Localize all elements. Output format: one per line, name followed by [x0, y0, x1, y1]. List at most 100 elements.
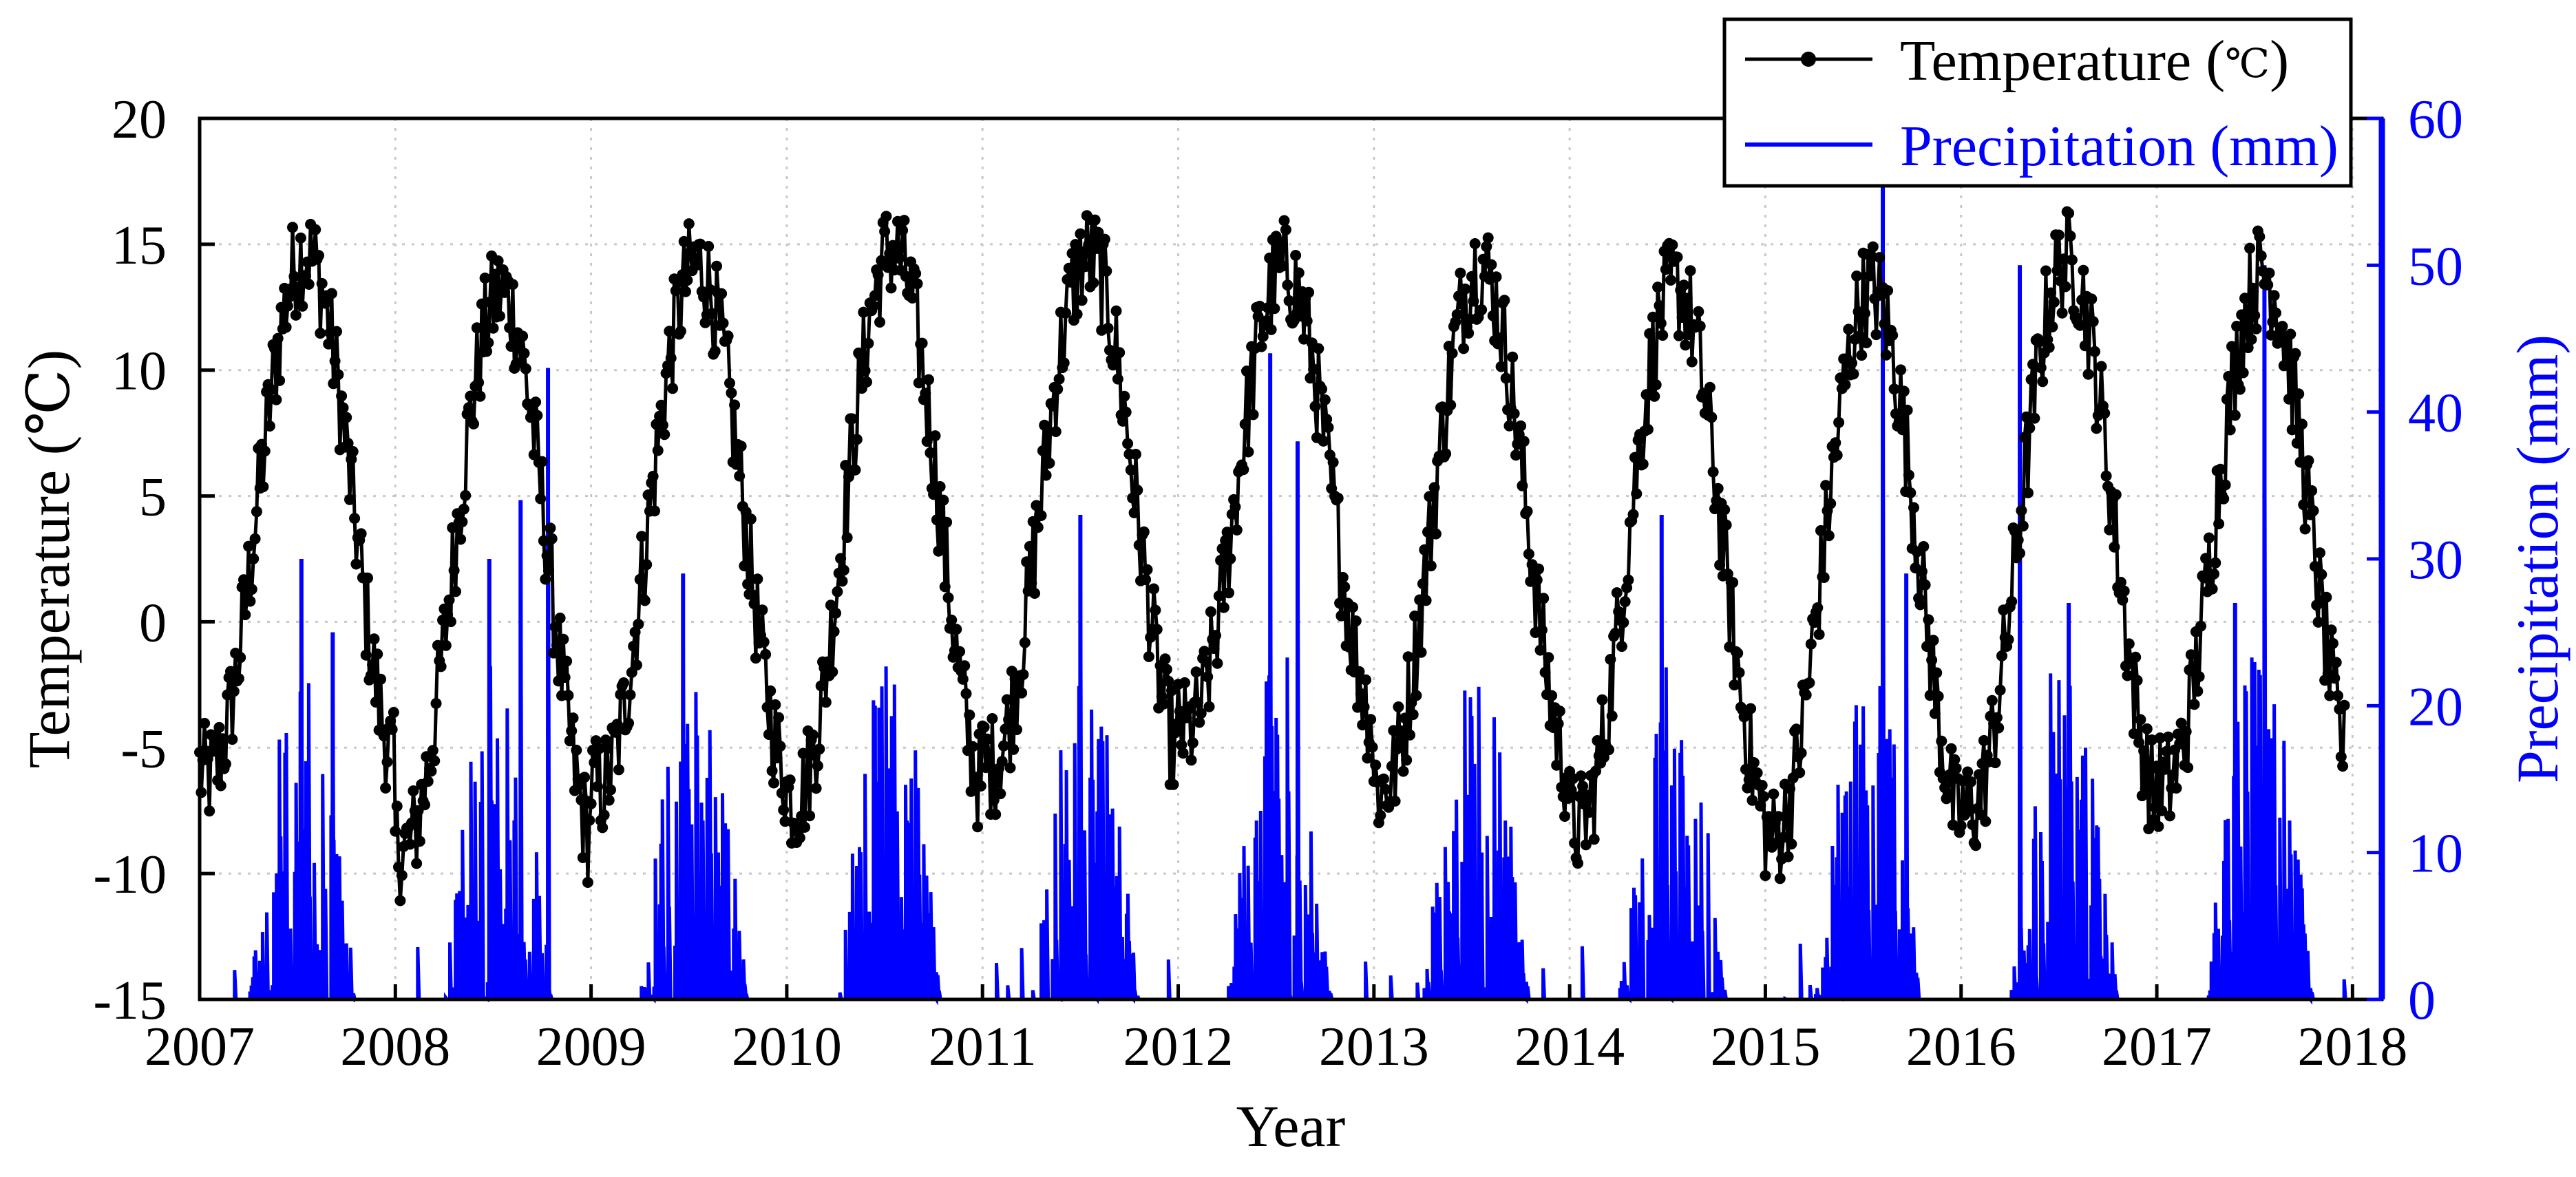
temperature-point — [1419, 544, 1430, 555]
temperature-point — [1665, 275, 1676, 286]
temperature-point — [2095, 361, 2107, 372]
temperature-point — [1122, 438, 1134, 449]
temperature-point — [463, 402, 474, 414]
temperature-point — [455, 533, 467, 545]
temperature-point — [2270, 307, 2281, 319]
temperature-point — [1265, 324, 1277, 335]
temperature-point — [1908, 502, 1919, 513]
temperature-point — [711, 260, 722, 272]
temperature-point — [1533, 563, 1545, 575]
temperature-point — [2086, 293, 2098, 305]
temperature-point — [1569, 837, 1581, 849]
temperature-point — [2198, 572, 2210, 584]
temperature-point — [375, 673, 386, 685]
temperature-point — [1970, 840, 1982, 851]
temperature-point — [779, 816, 791, 827]
temperature-point — [204, 805, 215, 817]
temperature-point — [1808, 617, 1820, 628]
temperature-point — [579, 772, 591, 783]
temperature-point — [2029, 412, 2040, 424]
temperature-point — [2079, 340, 2091, 352]
temperature-point — [1058, 357, 1070, 369]
temperature-point — [934, 481, 946, 492]
temperature-point — [251, 506, 262, 518]
temperature-point — [360, 649, 372, 661]
temperature-point — [1404, 729, 1415, 741]
temperature-point — [1606, 710, 1618, 722]
temperature-point — [1864, 270, 1876, 282]
temperature-point — [2177, 739, 2188, 750]
temperature-point — [1308, 363, 1320, 375]
temperature-point — [1130, 449, 1141, 460]
right-y-axis-ticks: 60 50 40 30 20 10 0 — [2367, 89, 2463, 1031]
temperature-point — [1468, 295, 1479, 307]
temperature-point — [1967, 819, 1978, 831]
temperature-point — [1169, 727, 1181, 739]
temperature-point — [362, 572, 373, 584]
temperature-point — [1360, 674, 1371, 686]
temperature-point — [814, 743, 825, 755]
temperature-point — [2218, 493, 2230, 505]
x-tick-label: 2018 — [2297, 1017, 2407, 1077]
temperature-point — [1495, 361, 1507, 372]
temperature-point — [1132, 485, 1143, 496]
temperature-point — [703, 241, 715, 252]
temperature-point — [766, 765, 778, 776]
temperature-point — [217, 733, 229, 745]
temperature-point — [316, 277, 328, 289]
temperature-point — [1704, 381, 1715, 393]
temperature-point — [1733, 667, 1745, 679]
temperature-point — [2290, 348, 2301, 359]
temperature-point — [1758, 791, 1770, 803]
temperature-point — [1417, 578, 1428, 590]
temperature-point — [406, 817, 417, 829]
temperature-point — [2153, 820, 2164, 832]
temperature-point — [1205, 606, 1216, 617]
temperature-point — [2228, 342, 2239, 354]
x-tick-label: 2016 — [1906, 1017, 2016, 1077]
temperature-point — [1559, 811, 1570, 822]
temperature-point — [1611, 587, 1623, 599]
temperature-point — [577, 852, 589, 863]
temperature-point — [328, 378, 339, 390]
temperature-point — [2082, 368, 2094, 380]
temperature-point — [1179, 677, 1190, 688]
temperature-point — [1644, 328, 1656, 339]
temperature-point — [1805, 638, 1817, 650]
temperature-point — [1190, 666, 1202, 678]
temperature-point — [1358, 701, 1370, 713]
temperature-point — [391, 800, 403, 812]
temperature-point — [1463, 328, 1475, 339]
temperature-point — [1897, 424, 1908, 436]
legend: Temperature (℃) Precipitation (mm) — [1722, 17, 2353, 188]
temperature-point — [1825, 498, 1837, 509]
temperature-point — [1994, 684, 2006, 696]
temperature-point — [894, 253, 905, 264]
temperature-point — [605, 784, 616, 796]
temperature-point — [1158, 698, 1170, 710]
temperature-point — [2051, 264, 2063, 276]
temperature-point — [1768, 788, 1780, 800]
temperature-point — [1931, 667, 1943, 679]
right-y-tick-label: 50 — [2408, 236, 2463, 297]
temperature-point — [483, 337, 494, 348]
temperature-point — [365, 670, 377, 681]
temperature-point — [2143, 823, 2155, 835]
temperature-point — [1919, 579, 1931, 591]
temperature-point — [199, 717, 211, 729]
temperature-point — [2296, 418, 2308, 430]
temperature-point — [1141, 564, 1153, 575]
temperature-point — [1335, 610, 1347, 622]
temperature-point — [1458, 343, 1470, 354]
temperature-point — [1551, 759, 1563, 771]
temperature-point — [1556, 781, 1567, 793]
temperature-point — [1818, 572, 1830, 583]
temperature-point — [1117, 415, 1128, 427]
temperature-point — [1823, 530, 1835, 542]
temperature-point — [1362, 752, 1373, 764]
temperature-point — [836, 575, 848, 587]
temperature-point — [1199, 646, 1210, 657]
temperature-point — [1366, 741, 1378, 753]
temperature-point — [582, 877, 593, 888]
temperature-point — [2324, 690, 2336, 701]
